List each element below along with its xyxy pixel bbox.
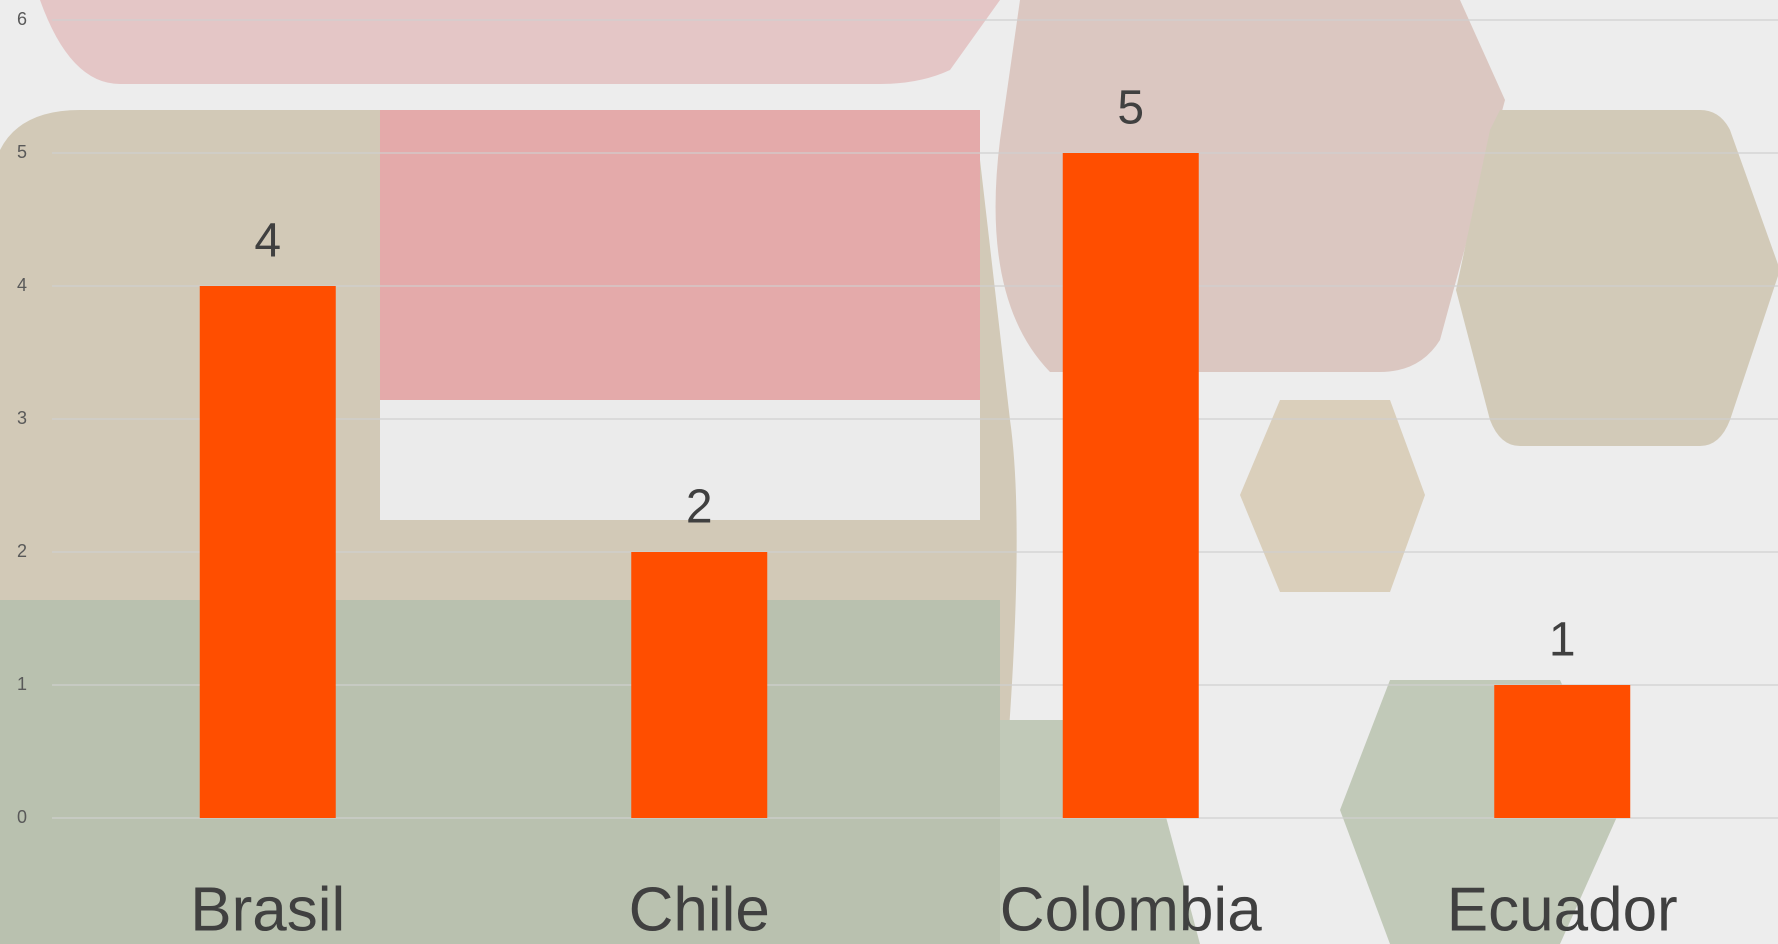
value-label: 2 [686, 481, 713, 534]
y-tick-label: 6 [17, 9, 27, 29]
x-tick-label: Ecuador [1447, 875, 1678, 944]
x-tick-label: Chile [629, 875, 770, 944]
value-label: 5 [1117, 82, 1144, 135]
y-tick-label: 0 [17, 807, 27, 827]
x-tick-label: Brasil [190, 875, 345, 944]
y-tick-label: 1 [17, 674, 27, 694]
value-label: 4 [254, 215, 281, 268]
bar [631, 552, 768, 818]
bar [1494, 685, 1631, 818]
y-tick-label: 3 [17, 408, 27, 428]
y-tick-label: 4 [17, 275, 27, 295]
y-tick-label: 2 [17, 541, 27, 561]
bar [1062, 153, 1199, 818]
bar [199, 286, 336, 818]
value-label: 1 [1549, 614, 1576, 667]
y-tick-label: 5 [17, 142, 27, 162]
x-tick-label: Colombia [1000, 875, 1262, 944]
